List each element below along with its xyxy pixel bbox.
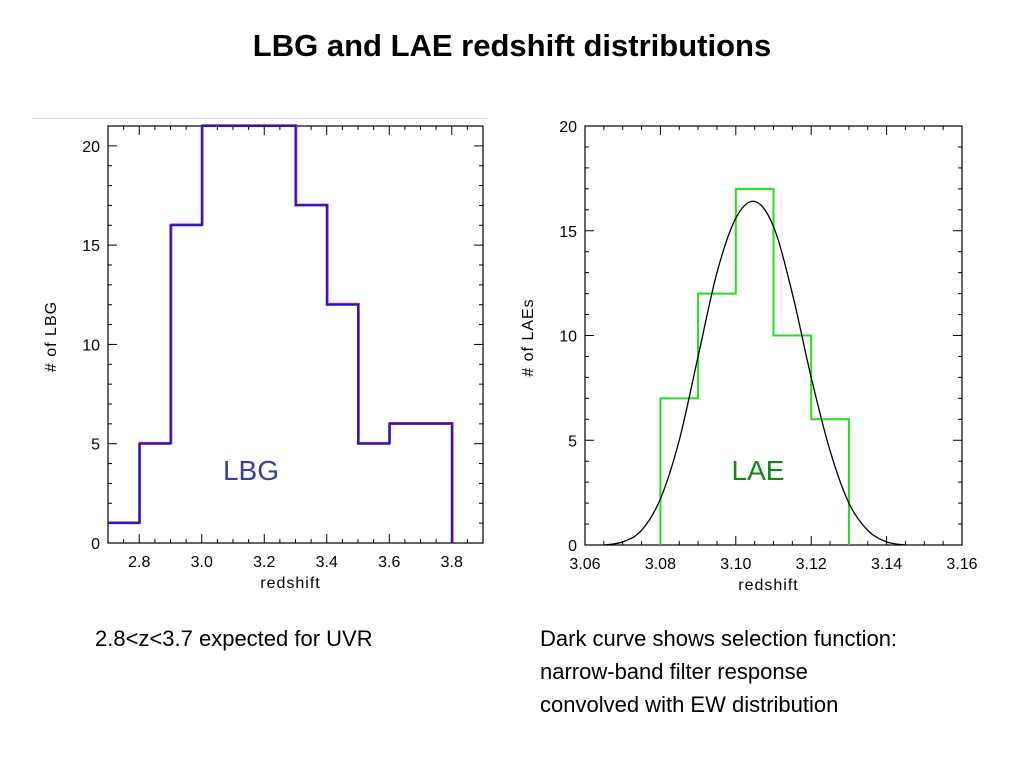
- y-tick-label: 20: [82, 139, 100, 156]
- y-tick-label: 15: [82, 238, 100, 255]
- lbg-caption: 2.8<z<3.7 expected for UVR: [95, 626, 373, 651]
- x-tick-label: 2.8: [128, 554, 150, 571]
- divider: [32, 118, 487, 119]
- x-tick-label: 3.2: [253, 554, 275, 571]
- y-tick-label: 10: [82, 337, 100, 354]
- y-tick-label: 0: [568, 538, 577, 555]
- x-axis-title: redshift: [260, 575, 320, 592]
- selection-function-curve: [603, 200, 906, 546]
- x-tick-label: 3.6: [378, 554, 400, 571]
- y-tick-label: 15: [559, 224, 577, 241]
- inner-label: LBG: [223, 455, 279, 486]
- histogram-step-line: [659, 187, 850, 545]
- lae-caption-line: Dark curve shows selection function:: [540, 626, 898, 651]
- x-tick-label: 3.16: [946, 556, 977, 573]
- lae-caption-line: convolved with EW distribution: [540, 692, 839, 717]
- lae-caption-line: narrow-band filter response: [540, 659, 808, 684]
- x-tick-label: 3.06: [569, 556, 600, 573]
- slide-title: LBG and LAE redshift distributions: [252, 28, 772, 63]
- x-tick-label: 3.08: [645, 556, 676, 573]
- inner-label: LAE: [732, 455, 785, 486]
- x-axis-title: redshift: [738, 577, 798, 594]
- y-tick-label: 10: [559, 329, 577, 346]
- x-tick-label: 3.10: [720, 556, 751, 573]
- y-tick-label: 0: [91, 536, 100, 553]
- y-tick-label: 5: [91, 437, 100, 454]
- y-tick-label: 5: [568, 433, 577, 450]
- x-tick-label: 3.12: [796, 556, 827, 573]
- y-tick-label: 20: [559, 119, 577, 136]
- y-axis-title: # of LAEs: [520, 298, 537, 376]
- x-tick-label: 3.8: [441, 554, 463, 571]
- x-tick-label: 3.0: [191, 554, 213, 571]
- x-tick-label: 3.14: [871, 556, 902, 573]
- x-tick-label: 3.4: [316, 554, 338, 571]
- y-axis-title: # of LBG: [43, 301, 60, 372]
- lae-caption: Dark curve shows selection function: nar…: [540, 622, 1020, 721]
- histogram-step-line: [108, 125, 453, 543]
